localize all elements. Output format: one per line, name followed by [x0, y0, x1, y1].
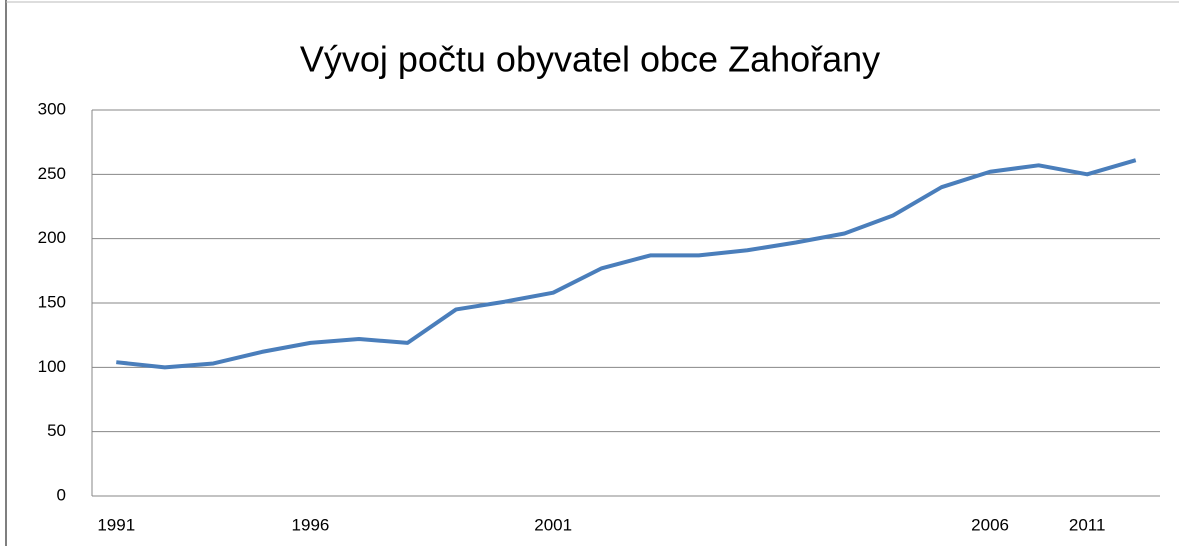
x-tick-label: 2006 — [971, 515, 1009, 534]
data-line — [116, 158, 1137, 370]
x-tick-label: 1996 — [292, 515, 330, 534]
y-tick-label: 150 — [38, 292, 66, 311]
y-tick-label: 250 — [38, 164, 66, 183]
y-tick-label: 200 — [38, 228, 66, 247]
y-tick-label: 300 — [38, 99, 66, 118]
y-tick-label: 100 — [38, 357, 66, 376]
x-tick-label: 1991 — [97, 515, 135, 534]
y-tick-label: 0 — [57, 485, 66, 504]
x-tick-label: 2001 — [534, 515, 572, 534]
x-tick-label: 2011 — [1069, 515, 1106, 534]
y-tick-label: 50 — [47, 421, 66, 440]
chart-title: Vývoj počtu obyvatel obce Zahořany — [300, 39, 880, 80]
